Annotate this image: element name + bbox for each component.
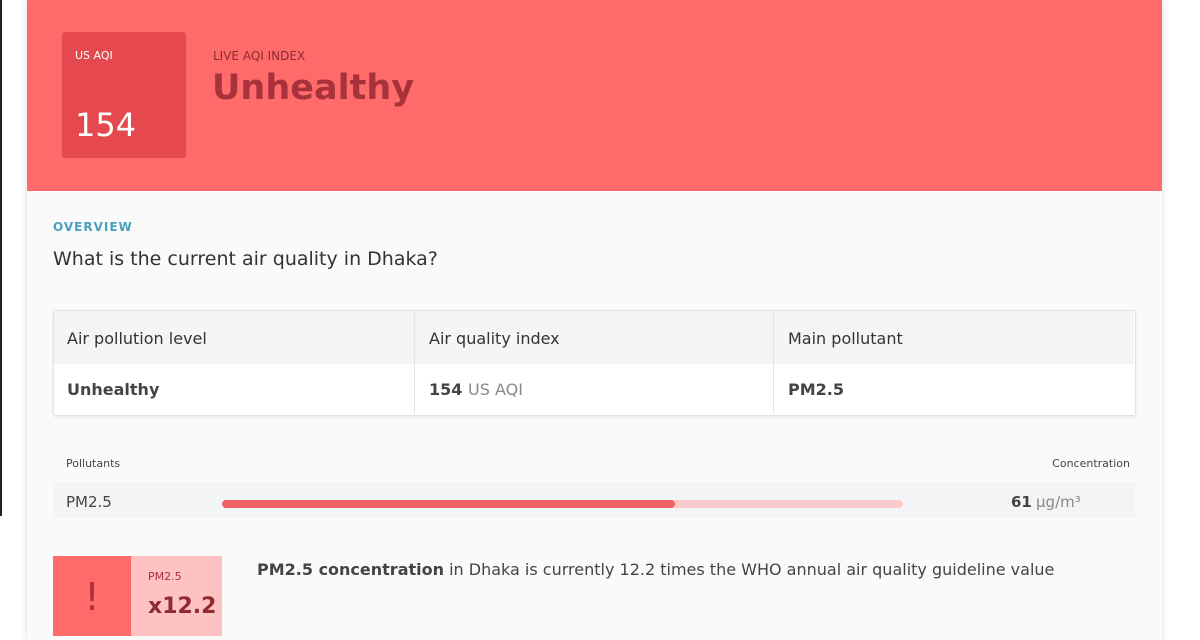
- aqi-label: US AQI: [75, 49, 113, 62]
- alert-text: PM2.5 concentration in Dhaka is currentl…: [257, 562, 1054, 578]
- alert-factor-box: [131, 556, 222, 636]
- alert-factor: x12.2: [148, 594, 217, 619]
- concentration-value: 61: [1011, 493, 1032, 511]
- live-kicker: LIVE AQI INDEX: [213, 49, 306, 63]
- alert-icon-box: [53, 556, 131, 636]
- alert-icon: !: [84, 575, 100, 619]
- concentration-unit: µg/m³: [1036, 493, 1081, 511]
- column-divider: [414, 311, 415, 414]
- table-header: Air pollution level: [67, 329, 207, 348]
- table-header: Air quality index: [429, 329, 560, 348]
- column-divider: [773, 311, 774, 414]
- table-cell-unit: US AQI: [468, 380, 523, 399]
- concentration-fill: [222, 500, 675, 508]
- pollutants-header: Pollutants: [66, 457, 121, 470]
- question: What is the current air quality in Dhaka…: [53, 248, 438, 270]
- aqi-value: 154: [75, 106, 137, 144]
- aqi-box: [62, 32, 186, 158]
- status: Unhealthy: [212, 68, 415, 108]
- concentration-header: Concentration: [1052, 457, 1130, 470]
- alert-text-bold: PM2.5 concentration: [257, 560, 445, 579]
- table-cell: 154: [429, 380, 463, 399]
- window-edge: [0, 0, 2, 516]
- pollutant-name: PM2.5: [66, 493, 112, 511]
- alert-text-body: in Dhaka is currently 12.2 times the WHO…: [449, 560, 1055, 579]
- table-cell: PM2.5: [788, 380, 844, 399]
- table-header: Main pollutant: [788, 329, 903, 348]
- hero-banner: [27, 0, 1162, 191]
- overview-kicker: OVERVIEW: [53, 220, 133, 234]
- table-cell: Unhealthy: [67, 380, 160, 399]
- alert-pollutant: PM2.5: [148, 570, 182, 583]
- table-header-row: [54, 311, 1134, 364]
